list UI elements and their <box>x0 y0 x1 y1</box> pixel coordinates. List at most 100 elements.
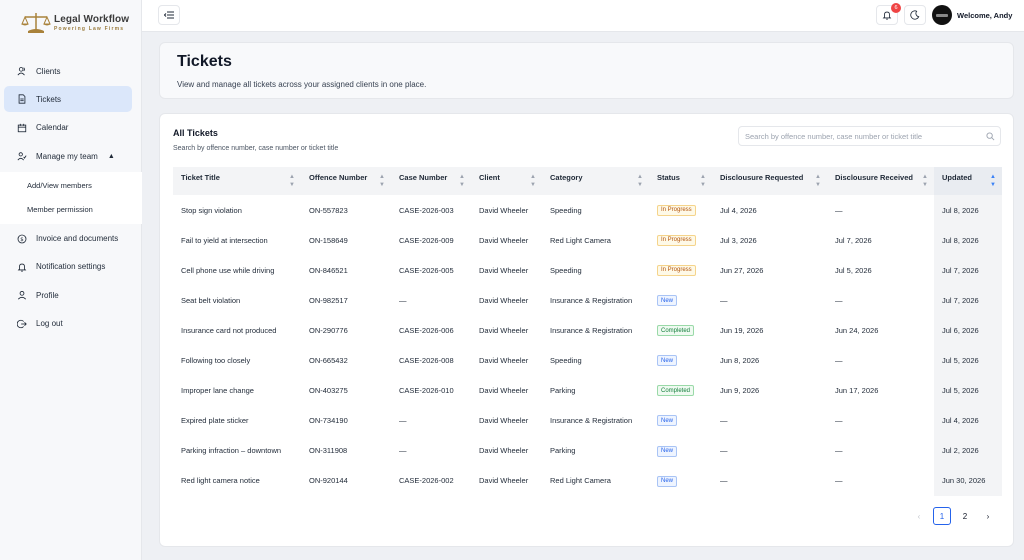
brand-subtitle: Powering Law Firms <box>54 26 125 32</box>
disclosure-requested-cell: Jun 9, 2026 <box>720 386 760 396</box>
column-header-ticket-title[interactable]: Ticket Title ▲ ▼ <box>173 167 301 195</box>
category-cell: Parking <box>550 446 576 456</box>
page-header: Tickets View and manage all tickets acro… <box>159 42 1014 99</box>
column-label: Disclousure Requested <box>720 173 804 182</box>
offence-number-cell: ON-982517 <box>309 295 348 305</box>
column-header-updated[interactable]: Updated ▲ ▼ <box>934 167 1002 195</box>
updated-cell: Jul 7, 2026 <box>934 255 1002 286</box>
sort-icon[interactable]: ▲ ▼ <box>379 174 385 188</box>
sidebar-toggle-button[interactable] <box>158 5 180 25</box>
status-badge: New <box>657 355 678 367</box>
sidebar-item-label: Notification settings <box>36 262 106 272</box>
ticket-title-cell: Stop sign violation <box>181 205 242 215</box>
table-row[interactable]: Red light camera notice ON-920144 CASE-202… <box>173 465 1002 496</box>
client-cell: David Wheeler <box>479 356 529 366</box>
sidebar-item-logout[interactable]: Log out <box>4 311 132 337</box>
disclosure-requested-cell: — <box>720 446 728 456</box>
table-row[interactable]: Stop sign violation ON-557823 CASE-2026-00… <box>173 195 1002 226</box>
status-cell: New <box>649 406 712 436</box>
table-row[interactable]: Parking infraction – downtown ON-311908 — D… <box>173 435 1002 466</box>
category-cell: Red Light Camera <box>550 235 611 245</box>
team-icon <box>16 150 28 162</box>
column-header-category[interactable]: Category ▲ ▼ <box>542 167 649 195</box>
table-row[interactable]: Cell phone use while driving ON-846521 CAS… <box>173 255 1002 286</box>
next-page-button[interactable]: › <box>986 511 990 521</box>
table-row[interactable]: Improper lane change ON-403275 CASE-2026-0… <box>173 375 1002 406</box>
column-header-disclosure-requested[interactable]: Disclousure Requested ▲ ▼ <box>712 167 827 195</box>
topbar: 6 Welcome, Andy <box>142 0 1024 32</box>
disclosure-received-cell: — <box>835 446 843 456</box>
table-header-row: Ticket Title ▲ ▼ Offence Number ▲ ▼ Case Num… <box>173 167 1002 195</box>
sort-desc-icon[interactable]: ▲ ▼ <box>990 174 996 188</box>
bell-icon <box>882 11 892 20</box>
status-cell: New <box>649 345 712 375</box>
category-cell: Parking <box>550 386 576 396</box>
sidebar-item-notification-settings[interactable]: Notification settings <box>4 254 132 280</box>
sidebar-subitem-member-permission[interactable]: Member permission <box>27 205 93 215</box>
status-badge: New <box>657 445 678 457</box>
search-icon[interactable] <box>986 132 995 141</box>
client-cell: David Wheeler <box>479 325 529 335</box>
status-badge: In Progress <box>657 234 696 246</box>
sidebar-item-clients[interactable]: Clients <box>4 58 132 84</box>
disclosure-requested-cell: Jun 19, 2026 <box>720 325 764 335</box>
column-header-case-number[interactable]: Case Number ▲ ▼ <box>391 167 471 195</box>
table-row[interactable]: Following too closely ON-665432 CASE-2026-… <box>173 345 1002 376</box>
sort-icon[interactable]: ▲ ▼ <box>815 174 821 188</box>
table-row[interactable]: Expired plate sticker ON-734190 — David Whe… <box>173 405 1002 436</box>
sidebar-item-tickets[interactable]: Tickets <box>4 86 132 113</box>
sidebar-nav: Clients Tickets Calendar Manage my team … <box>0 58 142 339</box>
column-header-status[interactable]: Status ▲ ▼ <box>649 167 712 195</box>
column-header-client[interactable]: Client ▲ ▼ <box>471 167 542 195</box>
disclosure-received-cell: — <box>835 356 843 366</box>
column-header-disclosure-received[interactable]: Disclousure Received ▲ ▼ <box>827 167 934 195</box>
updated-cell: Jul 8, 2026 <box>934 195 1002 226</box>
tickets-card: All Tickets Search by offence number, ca… <box>159 113 1014 547</box>
column-label: Ticket Title <box>181 173 220 182</box>
sidebar-subitem-add-view-members[interactable]: Add/View members <box>27 181 92 191</box>
column-label: Offence Number <box>309 173 368 182</box>
search-input[interactable] <box>739 127 979 145</box>
column-label: Case Number <box>399 173 448 182</box>
ticket-title-cell: Cell phone use while driving <box>181 265 275 275</box>
notifications-button[interactable]: 6 <box>876 3 901 25</box>
page-2-button[interactable]: 2 <box>962 511 968 521</box>
status-badge: In Progress <box>657 264 696 276</box>
tickets-table: Ticket Title ▲ ▼ Offence Number ▲ ▼ Case Num… <box>173 167 1002 496</box>
disclosure-requested-cell: Jun 27, 2026 <box>720 265 764 275</box>
logout-icon <box>16 318 28 330</box>
sidebar-item-profile[interactable]: Profile <box>4 282 132 308</box>
prev-page-button[interactable]: ‹ <box>917 511 921 521</box>
brand-logo[interactable]: Legal Workflow Powering Law Firms <box>18 10 129 36</box>
page-1-button[interactable]: 1 <box>933 507 951 525</box>
sidebar: Legal Workflow Powering Law Firms Client… <box>0 0 142 560</box>
category-cell: Speeding <box>550 265 582 275</box>
sidebar-item-invoice[interactable]: $ Invoice and documents <box>4 226 132 252</box>
sort-icon[interactable]: ▲ ▼ <box>459 174 465 188</box>
sidebar-item-label: Clients <box>36 66 61 76</box>
sort-icon[interactable]: ▲ ▼ <box>922 174 928 188</box>
sidebar-item-calendar[interactable]: Calendar <box>4 115 132 141</box>
sort-icon[interactable]: ▲ ▼ <box>289 174 295 188</box>
table-row[interactable]: Seat belt violation ON-982517 — David Wheel… <box>173 285 1002 316</box>
avatar[interactable] <box>932 5 952 25</box>
disclosure-requested-cell: Jul 4, 2026 <box>720 205 757 215</box>
table-row[interactable]: Fail to yield at intersection ON-158649 CA… <box>173 225 1002 256</box>
updated-cell: Jul 5, 2026 <box>934 375 1002 406</box>
sort-icon[interactable]: ▲ ▼ <box>637 174 643 188</box>
client-cell: David Wheeler <box>479 416 529 426</box>
table-row[interactable]: Insurance card not produced ON-290776 CASE… <box>173 315 1002 346</box>
disclosure-requested-cell: Jun 8, 2026 <box>720 356 760 366</box>
sidebar-item-manage-team[interactable]: Manage my team ▲ <box>4 143 132 169</box>
ticket-title-cell: Improper lane change <box>181 386 254 396</box>
case-number-cell: CASE-2026-006 <box>399 325 454 335</box>
theme-toggle-button[interactable] <box>904 5 926 25</box>
sort-icon[interactable]: ▲ ▼ <box>530 174 536 188</box>
column-label: Client <box>479 173 500 182</box>
updated-cell: Jul 5, 2026 <box>934 345 1002 376</box>
offence-number-cell: ON-557823 <box>309 205 348 215</box>
column-header-offence-number[interactable]: Offence Number ▲ ▼ <box>301 167 391 195</box>
sort-icon[interactable]: ▲ ▼ <box>700 174 706 188</box>
status-badge: Completed <box>657 325 695 337</box>
disclosure-received-cell: — <box>835 295 843 305</box>
